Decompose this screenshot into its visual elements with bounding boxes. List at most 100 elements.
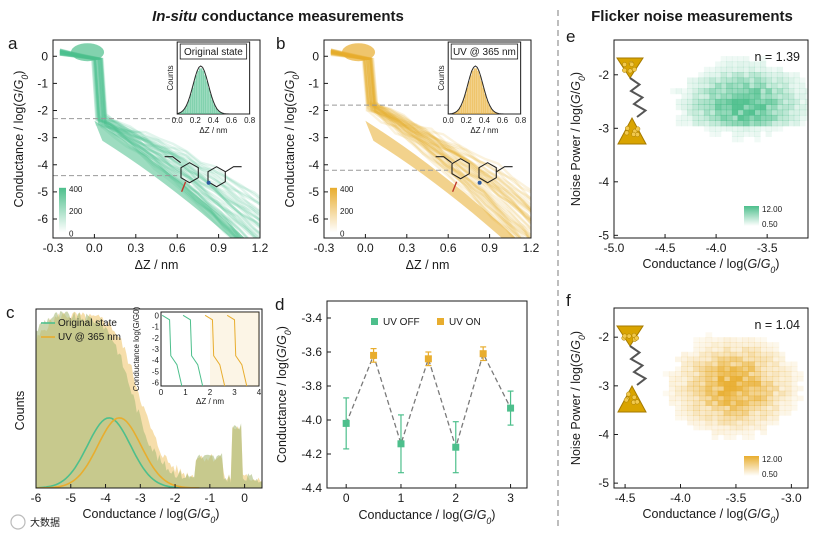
- heat-cell: [729, 356, 737, 363]
- heat-cell: [729, 395, 737, 402]
- panel-c-xtick-label-2: -4: [100, 491, 111, 505]
- heat-cell: [668, 400, 676, 406]
- heat-cell: [771, 77, 778, 84]
- heat-cell: [754, 72, 761, 79]
- heat-cell: [693, 405, 700, 411]
- heat-cell: [705, 376, 713, 382]
- heat-cell: [754, 361, 761, 367]
- point-uv-off: [452, 443, 460, 451]
- trace: [59, 52, 260, 238]
- panel-d-xtick-label-0: 0: [343, 491, 350, 505]
- heat-cell: [711, 366, 719, 372]
- panel-b-ytick-label-4: -4: [308, 158, 319, 172]
- heat-cell: [788, 114, 795, 121]
- heat-cell: [760, 395, 767, 402]
- heat-cell: [754, 109, 761, 116]
- molecule-n-atom: [477, 180, 482, 185]
- heat-cell: [799, 82, 806, 89]
- panel-f: -4.5 -4.0 -3.5 -3.0 -2 -3 -4 -5 f Conductance / l…: [566, 291, 809, 525]
- heat-cell: [771, 98, 778, 105]
- panel-d-ytick-label-1: -3.6: [301, 345, 322, 359]
- heat-cell: [776, 72, 784, 79]
- heat-cell: [693, 400, 700, 406]
- heat-cell: [784, 390, 792, 397]
- heat-cell: [788, 109, 795, 116]
- heat-cell: [705, 410, 713, 416]
- heat-cell: [698, 114, 705, 121]
- heat-cell: [692, 93, 699, 100]
- inset-bar: [208, 87, 210, 114]
- heat-cell: [715, 131, 722, 137]
- heat-cell: [742, 434, 749, 440]
- inset-bar: [215, 107, 217, 114]
- heat-cell: [726, 82, 733, 89]
- heat-cell: [675, 356, 682, 363]
- heat-cell: [681, 395, 688, 402]
- heat-cell: [699, 366, 707, 372]
- heat-cell: [723, 366, 731, 372]
- trace: [330, 51, 531, 214]
- panel-d-ytick-label-3: -4.0: [301, 413, 322, 427]
- heat-cell: [731, 109, 739, 116]
- heat-cell: [772, 361, 780, 367]
- heat-cell: [778, 351, 786, 358]
- heat-cell: [717, 415, 725, 421]
- heat-cell: [765, 114, 772, 121]
- heat-cell: [799, 104, 806, 111]
- heat-cell: [754, 125, 761, 132]
- panel-f-junction: [616, 325, 648, 413]
- heat-cell: [793, 72, 800, 79]
- heat-cell: [693, 356, 700, 363]
- heat-cell: [687, 419, 694, 426]
- heat-cell: [782, 77, 789, 84]
- heat-cell: [784, 371, 792, 377]
- inset-bar: [457, 110, 459, 114]
- heat-cell: [754, 104, 761, 111]
- heat-cell: [735, 346, 743, 353]
- panel-e-cells: [670, 56, 808, 143]
- heat-cell: [754, 337, 761, 343]
- panel-f-ylabel: Noise Power / log(G/G0): [569, 331, 587, 465]
- heat-cell: [699, 419, 707, 426]
- heat-cell: [796, 371, 804, 377]
- heat-cell: [737, 56, 744, 63]
- inset-bar: [184, 107, 187, 114]
- molecule-ring-left: [451, 158, 470, 180]
- heat-cell: [715, 66, 722, 73]
- heat-cell: [709, 114, 716, 121]
- heat-cell: [737, 136, 744, 143]
- trace: [330, 49, 531, 213]
- heat-cell: [699, 337, 707, 343]
- heat-cell: [735, 337, 743, 343]
- heat-cell: [793, 109, 800, 116]
- heat-cell: [692, 120, 699, 127]
- heat-cell: [748, 346, 755, 353]
- heat-cell: [742, 419, 749, 426]
- panel-b-xtick-label-0: -0.3: [314, 241, 335, 255]
- heat-cell: [766, 346, 774, 353]
- heat-cell: [754, 136, 761, 143]
- heat-cell: [760, 356, 767, 363]
- inset-bar: [464, 94, 467, 114]
- heat-cell: [681, 104, 688, 111]
- heat-cell: [772, 351, 780, 358]
- heat-cell: [720, 56, 727, 63]
- heat-cell: [698, 109, 705, 116]
- heat-cell: [790, 395, 798, 402]
- trace: [330, 53, 531, 194]
- heat-cell: [709, 93, 716, 100]
- header-flicker-noise: Flicker noise measurements: [591, 8, 793, 25]
- heat-cell: [681, 356, 688, 363]
- gold-atom: [625, 125, 630, 131]
- heat-cell: [699, 385, 707, 392]
- heat-cell: [735, 381, 743, 387]
- heat-cell: [765, 88, 772, 95]
- heat-cell: [687, 366, 694, 372]
- heat-cell: [735, 410, 743, 416]
- heat-cell: [743, 120, 750, 127]
- heat-cell: [705, 346, 713, 353]
- inset-bar: [459, 107, 461, 114]
- heat-cell: [681, 415, 688, 421]
- header-conductance: In-situ conductance measurements: [152, 8, 404, 25]
- heat-cell: [687, 356, 694, 363]
